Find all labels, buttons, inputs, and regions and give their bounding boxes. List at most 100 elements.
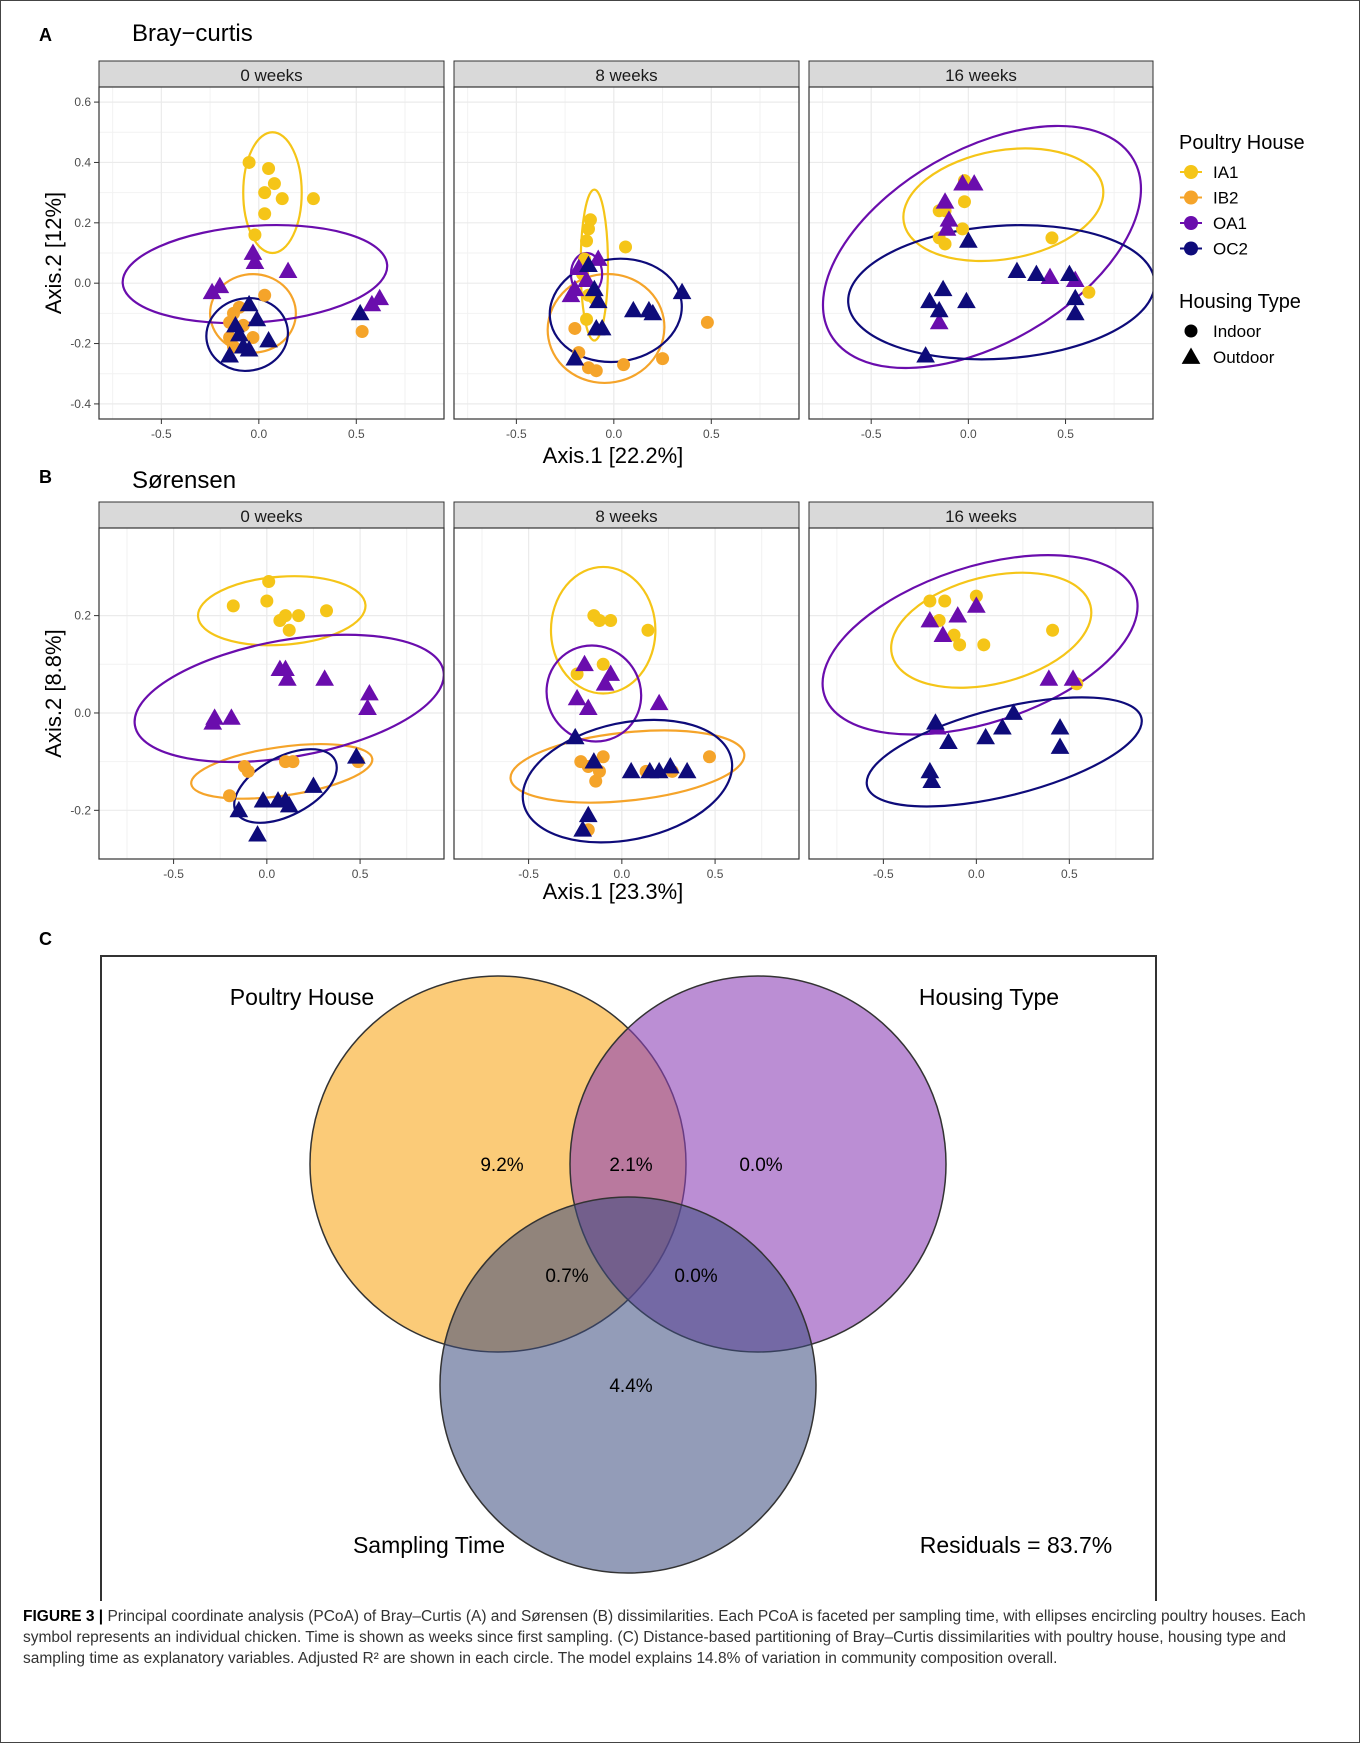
points-group	[565, 609, 716, 837]
panel-border	[808, 527, 1154, 860]
point-OC2	[1004, 703, 1023, 720]
y-axis-label: Axis.2 [12%]	[41, 192, 66, 314]
point-IB2	[241, 764, 255, 778]
caption-text: Principal coordinate analysis (PCoA) of …	[23, 1608, 1306, 1667]
point-IB2	[568, 321, 582, 335]
venn-region-value: 9.2%	[480, 1155, 523, 1176]
point-OC2	[304, 776, 323, 793]
point-OC2	[929, 300, 949, 318]
point-OC2	[920, 291, 939, 309]
x-tick-label: 0.5	[352, 867, 369, 881]
point-OC2	[916, 346, 935, 363]
point-IB2	[589, 774, 603, 788]
ellipse-group	[821, 124, 1153, 370]
point-IA1	[258, 207, 272, 221]
legend-label-IA1: IA1	[1213, 163, 1239, 182]
point-IA1	[580, 234, 594, 248]
point-IA1	[1082, 285, 1096, 299]
panel-b-title: Sørensen	[132, 467, 236, 494]
point-OA1	[929, 312, 949, 330]
point-OA1	[578, 698, 598, 715]
y-tick-label: 0.2	[74, 216, 91, 230]
point-OC2	[584, 752, 604, 769]
plot-background	[809, 528, 1153, 859]
point-OC2	[922, 771, 942, 789]
point-OC2	[677, 761, 697, 779]
point-OC2	[229, 800, 249, 818]
figure-caption: FIGURE 3 | Principal coordinate analysis…	[23, 1606, 1341, 1669]
x-tick-label: -0.5	[873, 867, 894, 881]
x-axis-label: Axis.1 [22.2%]	[543, 443, 684, 468]
point-IA1	[592, 613, 606, 627]
point-OA1	[588, 249, 608, 266]
plot-background	[454, 528, 799, 859]
panel-c-letter: C	[39, 929, 52, 949]
venn-residuals: Residuals = 83.7%	[920, 1532, 1112, 1558]
x-tick-label: 0.0	[250, 427, 267, 441]
point-OC2	[672, 282, 692, 300]
point-OA1	[202, 282, 222, 300]
point-OA1	[278, 261, 298, 278]
facet-label: 0 weeks	[240, 66, 302, 85]
point-OA1	[595, 674, 615, 691]
panel-b-letter: B	[39, 467, 52, 487]
point-IA1	[262, 575, 276, 589]
point-OC2	[1050, 737, 1070, 754]
point-OA1	[358, 698, 377, 715]
point-OA1	[964, 174, 984, 191]
points-group	[203, 575, 379, 842]
panel-border	[98, 86, 445, 420]
point-OA1	[278, 669, 297, 686]
point-IA1	[581, 222, 595, 236]
point-IA1	[938, 594, 952, 608]
facet-0-weeks: 0 weeks -0.5 0.0 0.5 -0.4 -0.2 0.0 0.2 0.4 0.6	[70, 60, 445, 441]
point-IA1	[619, 240, 633, 254]
point-OC2	[239, 340, 259, 357]
point-OC2	[660, 757, 680, 774]
panel-border	[808, 86, 1154, 420]
y-tick-label: -0.2	[70, 337, 91, 351]
point-OC2	[578, 805, 598, 823]
facet-8-weeks: 8 weeks -0.5 0.0 0.5	[453, 60, 800, 441]
point-OC2	[959, 231, 978, 248]
point-OC2	[253, 791, 273, 808]
point-OC2	[565, 349, 585, 366]
point-IB2	[355, 324, 369, 338]
point-OC2	[939, 732, 958, 750]
ellipse-IA1	[242, 131, 303, 255]
point-OA1	[1063, 669, 1083, 686]
point-OC2	[588, 291, 608, 309]
point-IA1	[957, 195, 971, 209]
venn-region-value: 2.1%	[609, 1155, 652, 1176]
legend-symbol-OC2	[1184, 241, 1198, 256]
y-tick-label: 0.0	[74, 706, 91, 720]
point-IA1	[969, 589, 983, 603]
ellipse-OC2	[205, 297, 290, 372]
ellipse-OC2	[847, 224, 1153, 361]
ellipse-group	[509, 565, 746, 844]
ellipse-IA1	[890, 571, 1093, 689]
point-IA1	[258, 186, 272, 200]
point-IA1	[273, 613, 287, 627]
venn-set-label: Poultry House	[230, 984, 374, 1010]
y-tick-label: -0.2	[70, 803, 91, 817]
facet-strip	[453, 501, 800, 529]
point-IA1	[262, 161, 276, 175]
point-IA1	[1045, 231, 1059, 245]
point-IB2	[246, 331, 260, 345]
points-group	[916, 174, 1096, 363]
venn-region-value: 0.0%	[739, 1155, 782, 1176]
x-tick-label: -0.5	[518, 867, 539, 881]
x-tick-label: 0.5	[707, 867, 724, 881]
points-group	[202, 155, 390, 363]
point-IA1	[956, 222, 970, 236]
point-IA1	[1046, 623, 1060, 637]
panel-a-letter: A	[39, 25, 52, 45]
legend-label-outdoor: Outdoor	[1213, 348, 1275, 367]
facet-8-weeks: 8 weeks -0.5 0.0 0.5	[453, 501, 800, 881]
legend: Poultry House IA1 IB2 OA1 OC2 Housing Type Ind…	[1179, 132, 1305, 367]
point-OC2	[247, 309, 267, 327]
point-OC2	[259, 331, 278, 348]
venn-region-value: 0.0%	[674, 1266, 717, 1287]
